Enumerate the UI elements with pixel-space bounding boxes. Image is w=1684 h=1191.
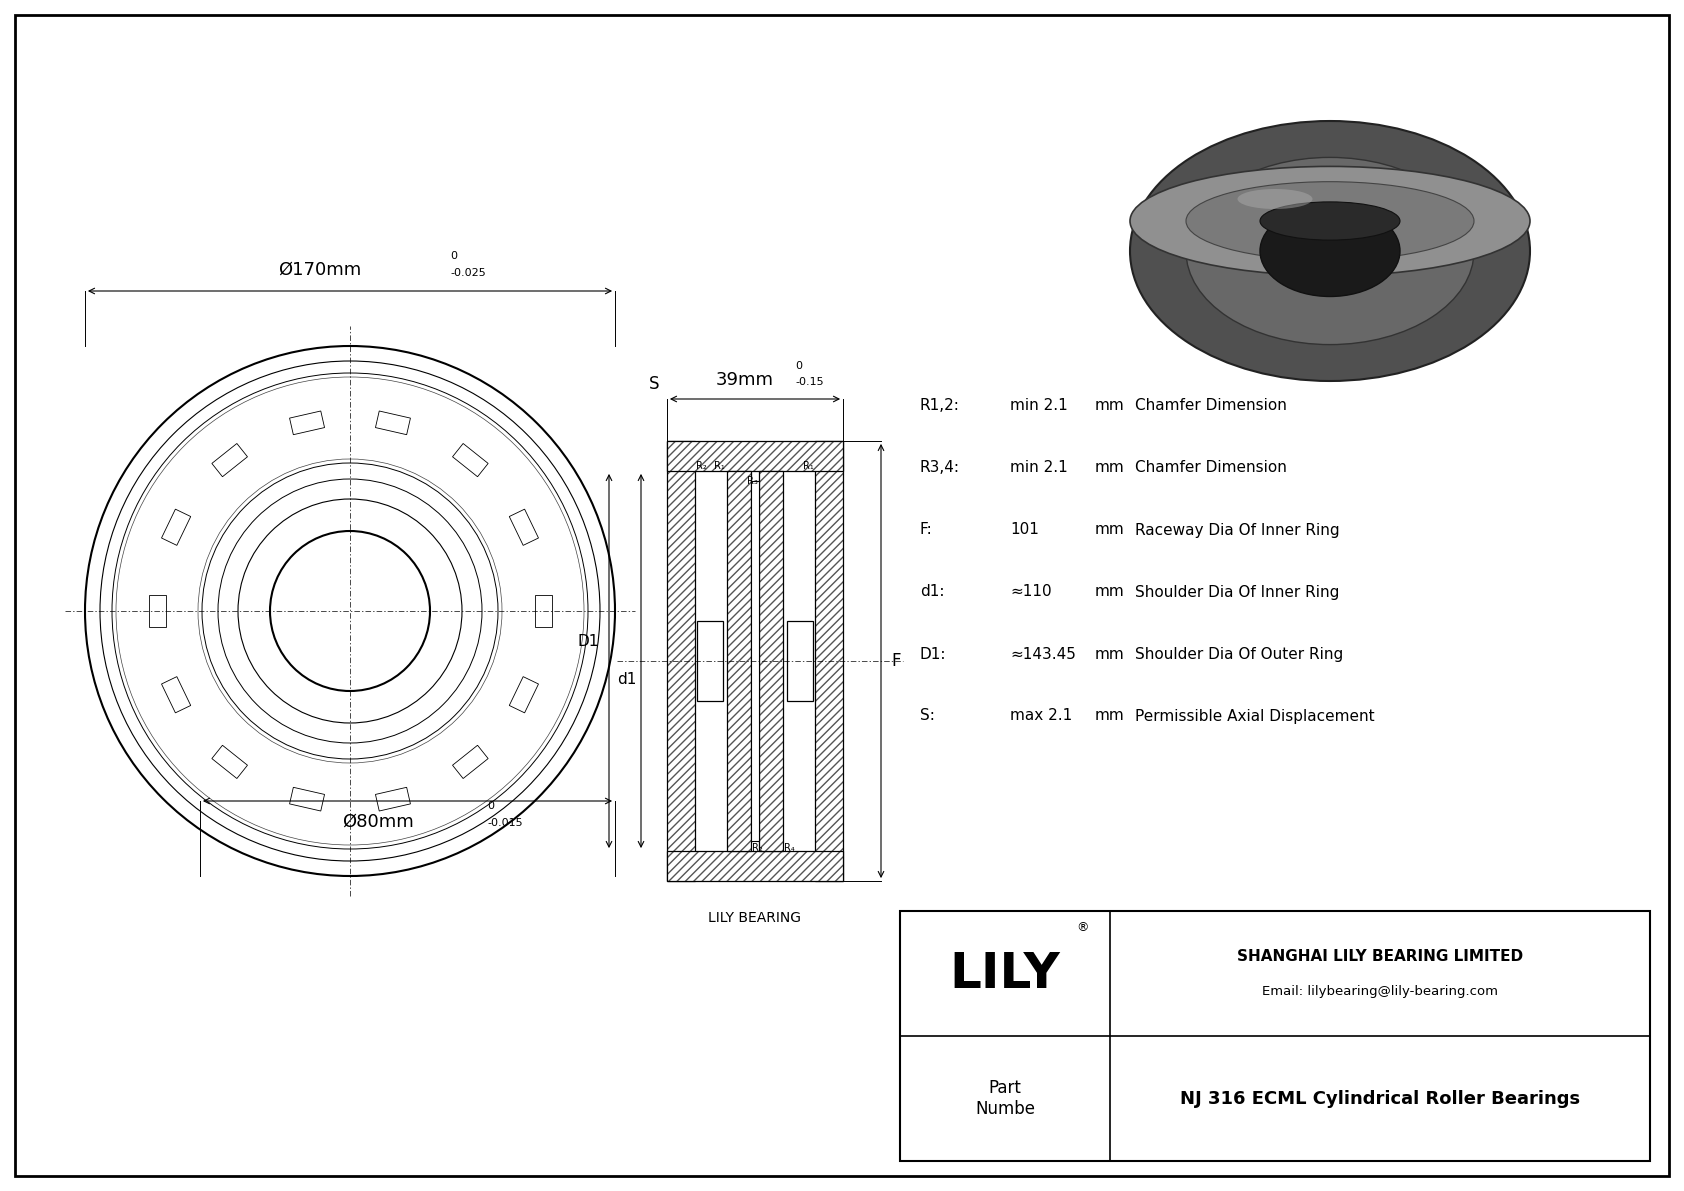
Text: Email: lilybearing@lily-bearing.com: Email: lilybearing@lily-bearing.com (1261, 985, 1499, 998)
Text: ≈110: ≈110 (1010, 585, 1051, 599)
Bar (290, 411, 325, 435)
Text: D1: D1 (578, 634, 600, 649)
Bar (667, 441, 844, 470)
Bar (509, 676, 539, 713)
Text: min 2.1: min 2.1 (1010, 461, 1068, 475)
Text: Shoulder Dia Of Inner Ring: Shoulder Dia Of Inner Ring (1135, 585, 1339, 599)
Text: D1:: D1: (919, 647, 946, 661)
Bar (786, 621, 813, 701)
Text: R₃: R₃ (748, 476, 758, 486)
Ellipse shape (1238, 189, 1312, 208)
Text: R₄: R₄ (785, 843, 795, 853)
Text: mm: mm (1095, 461, 1125, 475)
Text: NJ 316 ECML Cylindrical Roller Bearings: NJ 316 ECML Cylindrical Roller Bearings (1180, 1090, 1580, 1108)
Bar (453, 443, 488, 476)
Text: Permissible Axial Displacement: Permissible Axial Displacement (1135, 709, 1374, 723)
Text: mm: mm (1095, 709, 1125, 723)
Text: 101: 101 (1010, 523, 1039, 537)
Text: 0: 0 (795, 361, 802, 372)
Text: R1,2:: R1,2: (919, 399, 960, 413)
Text: -0.015: -0.015 (487, 818, 524, 828)
Text: LILY BEARING: LILY BEARING (709, 911, 802, 925)
Bar (727, 470, 751, 852)
Text: R₂: R₂ (695, 461, 707, 470)
Bar (697, 621, 722, 701)
Bar (376, 787, 411, 811)
Bar (815, 441, 844, 881)
Text: mm: mm (1095, 523, 1125, 537)
Bar (667, 852, 844, 881)
Bar (162, 676, 190, 713)
Bar (534, 596, 551, 626)
Text: LILY: LILY (950, 949, 1061, 998)
Bar (509, 510, 539, 545)
Text: -0.025: -0.025 (450, 268, 485, 278)
Ellipse shape (1260, 202, 1399, 241)
Text: mm: mm (1095, 585, 1125, 599)
Bar (667, 441, 695, 881)
Text: Ø80mm: Ø80mm (342, 813, 413, 831)
Ellipse shape (1260, 206, 1399, 297)
Bar (815, 441, 844, 881)
Text: Part
Numbe: Part Numbe (975, 1079, 1036, 1118)
Bar (667, 441, 695, 881)
Text: R3,4:: R3,4: (919, 461, 960, 475)
Bar (148, 596, 165, 626)
Text: Shoulder Dia Of Outer Ring: Shoulder Dia Of Outer Ring (1135, 647, 1344, 661)
Bar (376, 411, 411, 435)
Text: Chamfer Dimension: Chamfer Dimension (1135, 461, 1287, 475)
Text: F:: F: (919, 523, 933, 537)
Text: Raceway Dia Of Inner Ring: Raceway Dia Of Inner Ring (1135, 523, 1340, 537)
Bar (899, 911, 1650, 1161)
Text: min 2.1: min 2.1 (1010, 399, 1068, 413)
Text: R₂: R₂ (753, 843, 763, 853)
Text: S:: S: (919, 709, 935, 723)
Bar (751, 481, 759, 841)
Text: R₁: R₁ (803, 461, 813, 470)
Text: mm: mm (1095, 399, 1125, 413)
Ellipse shape (1130, 167, 1531, 275)
Text: SHANGHAI LILY BEARING LIMITED: SHANGHAI LILY BEARING LIMITED (1238, 949, 1522, 964)
Ellipse shape (1130, 121, 1531, 381)
Bar (759, 470, 783, 852)
Text: d1: d1 (618, 672, 637, 686)
Text: 39mm: 39mm (716, 372, 775, 389)
Bar (667, 852, 844, 881)
Text: 0: 0 (487, 802, 495, 811)
Bar (290, 787, 325, 811)
Text: Ø170mm: Ø170mm (278, 261, 362, 279)
Text: max 2.1: max 2.1 (1010, 709, 1073, 723)
Ellipse shape (1186, 182, 1474, 261)
Bar (667, 441, 844, 470)
Text: 0: 0 (450, 251, 456, 261)
Bar (727, 470, 751, 852)
Text: mm: mm (1095, 647, 1125, 661)
Bar (162, 510, 190, 545)
Bar (212, 746, 248, 779)
Text: d1:: d1: (919, 585, 945, 599)
Bar (453, 746, 488, 779)
Bar (759, 470, 783, 852)
Ellipse shape (1186, 157, 1474, 344)
Text: R₁: R₁ (714, 461, 726, 470)
Text: ≈143.45: ≈143.45 (1010, 647, 1076, 661)
Text: ®: ® (1076, 921, 1088, 934)
Text: Chamfer Dimension: Chamfer Dimension (1135, 399, 1287, 413)
Bar (212, 443, 248, 476)
Text: S: S (648, 375, 658, 393)
Text: F: F (891, 651, 901, 671)
Text: -0.15: -0.15 (795, 378, 823, 387)
